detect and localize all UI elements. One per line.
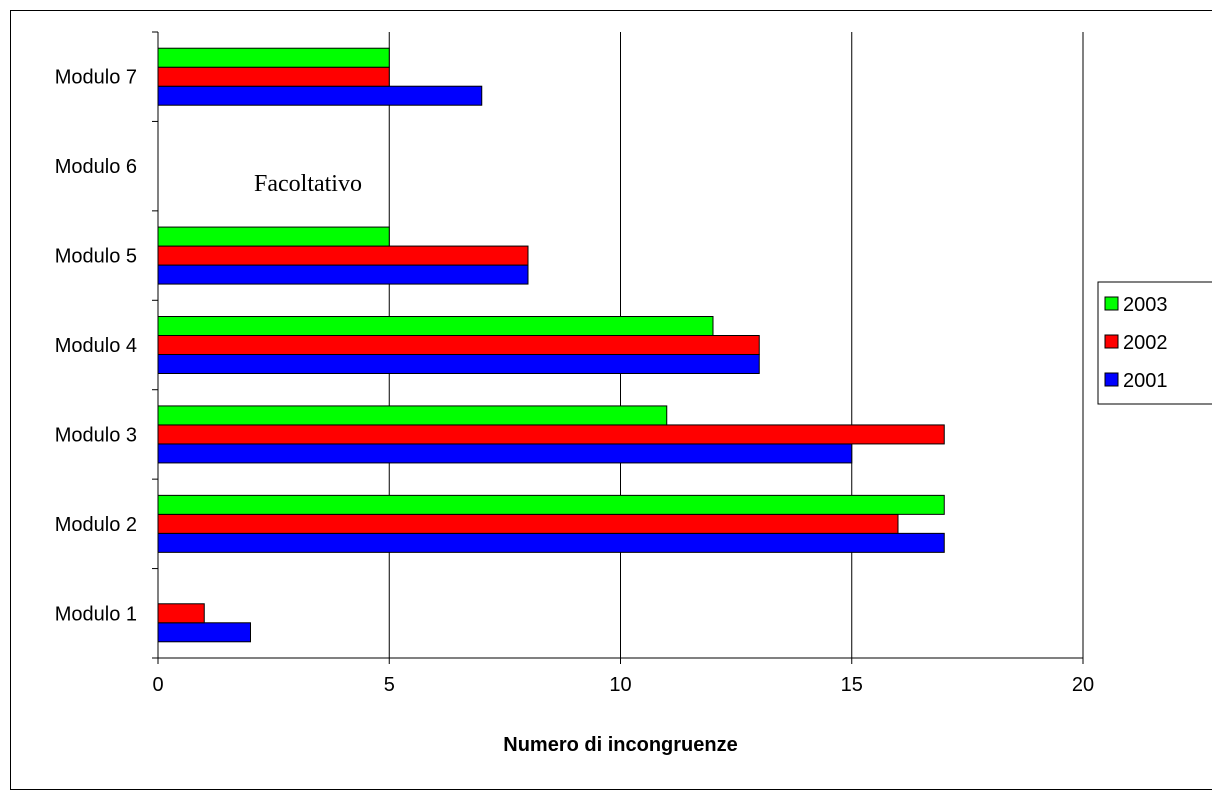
legend-label-2001: 2001 xyxy=(1123,370,1168,392)
bar-modulo-7-2003 xyxy=(157,47,390,68)
x-tick-label: 15 xyxy=(841,674,863,696)
bar-modulo-4-2003 xyxy=(157,316,714,336)
annotation-facoltativo: Facoltativo xyxy=(254,171,362,197)
bar-modulo-2-2001 xyxy=(157,532,945,553)
legend-swatch-2003 xyxy=(1104,296,1119,311)
bar-modulo-1-2001 xyxy=(157,622,251,643)
bar-modulo-3-2001 xyxy=(157,443,853,464)
bar-modulo-5-2001 xyxy=(157,264,529,285)
legend-label-2002: 2002 xyxy=(1123,332,1168,354)
legend-swatch-2001 xyxy=(1104,372,1119,387)
bar-modulo-5-2003 xyxy=(157,226,390,247)
bar-modulo-4-2001 xyxy=(157,354,760,374)
bar-modulo-3-2003 xyxy=(157,405,668,426)
bar-modulo-7-2001 xyxy=(157,85,483,106)
legend-swatch-2002 xyxy=(1104,334,1119,349)
x-tick-label: 10 xyxy=(609,674,631,696)
category-label: Modulo 5 xyxy=(55,246,137,268)
category-label: Modulo 4 xyxy=(55,335,137,357)
bar-modulo-3-2002 xyxy=(157,424,945,445)
bar-modulo-4-2002 xyxy=(157,335,760,355)
category-label: Modulo 6 xyxy=(55,156,137,178)
category-label: Modulo 3 xyxy=(55,424,137,446)
category-label: Modulo 2 xyxy=(55,514,137,536)
bar-modulo-1-2002 xyxy=(157,603,205,624)
legend-label-2003: 2003 xyxy=(1123,294,1168,316)
category-label: Modulo 1 xyxy=(55,603,137,625)
x-tick-label: 20 xyxy=(1072,674,1094,696)
x-tick-label: 0 xyxy=(152,674,163,696)
category-label: Modulo 7 xyxy=(55,67,137,89)
bar-modulo-2-2002 xyxy=(157,513,899,534)
x-tick-label: 5 xyxy=(384,674,395,696)
bar-modulo-5-2002 xyxy=(157,245,529,266)
bar-modulo-2-2003 xyxy=(157,494,945,515)
x-axis-title: Numero di incongruenze xyxy=(503,734,737,756)
bar-modulo-7-2002 xyxy=(157,66,390,87)
